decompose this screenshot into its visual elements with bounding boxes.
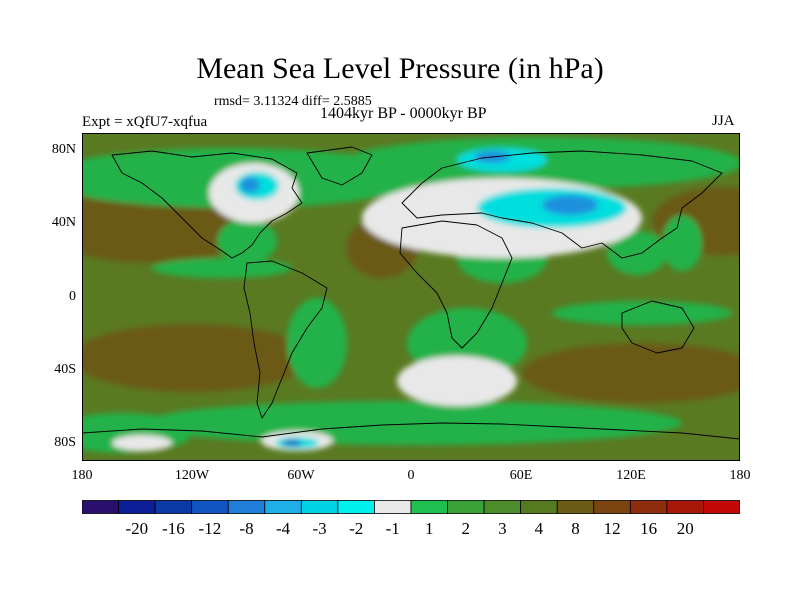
colorbar-label: 8 xyxy=(571,519,580,538)
colorbar-label: -12 xyxy=(198,519,222,538)
lon-tick-180w: 180 xyxy=(71,468,93,483)
colorbar-label: 2 xyxy=(461,519,471,538)
greenland-coast xyxy=(306,146,373,186)
white-patch-amundsen xyxy=(112,435,172,451)
colorbar-label: 12 xyxy=(603,519,621,538)
colorbar-label: -16 xyxy=(162,519,185,538)
antarctica-coast xyxy=(82,422,740,440)
green-band-southern xyxy=(142,401,682,445)
green-patch-epacific xyxy=(152,258,292,278)
colorbar-label: -20 xyxy=(125,519,149,538)
colorbar-label: 1 xyxy=(425,519,434,538)
colorbar-swatch xyxy=(337,500,375,514)
colorbar-swatch xyxy=(264,500,302,514)
north-america-coast xyxy=(111,150,303,259)
green-patch-india xyxy=(607,231,667,275)
colorbar-swatch xyxy=(703,500,740,514)
africa-coast xyxy=(399,220,513,349)
colorbar-swatch xyxy=(118,500,156,514)
green-patch-samerica xyxy=(287,298,347,388)
colorbar-label: -3 xyxy=(312,519,327,538)
map-title: Mean Sea Level Pressure (in hPa) xyxy=(196,52,604,85)
eurasia-coast xyxy=(401,150,723,259)
blue-patch-siberia xyxy=(542,195,598,215)
south-america-coast xyxy=(243,260,328,419)
pressure-anomaly-map xyxy=(82,133,740,461)
lat-tick-0: 0 xyxy=(69,289,76,304)
lat-tick-40n: 40N xyxy=(51,215,76,230)
lat-tick-40s: 40S xyxy=(54,362,76,377)
colorbar-swatch xyxy=(629,500,668,514)
coastlines xyxy=(82,146,740,440)
colorbar-swatch xyxy=(483,500,522,514)
lat-tick-80s: 80S xyxy=(54,435,76,450)
colorbar-label: -1 xyxy=(385,519,400,538)
colorbar-swatch xyxy=(447,500,485,514)
lon-tick-180e: 180 xyxy=(729,468,751,483)
green-patch-indian xyxy=(552,301,732,325)
lon-tick-120w: 120W xyxy=(174,468,210,483)
colorbar-swatch xyxy=(227,500,266,514)
australia-coast xyxy=(621,300,695,354)
colorbar-label: -2 xyxy=(349,519,364,538)
colorbar-swatch xyxy=(374,500,412,514)
colorbar-swatch xyxy=(666,500,704,514)
colorbar-swatch xyxy=(593,500,631,514)
colorbar-label: -4 xyxy=(276,519,291,538)
season-label: JJA xyxy=(712,113,735,129)
colorbar xyxy=(82,500,740,514)
brown-patch-sindian xyxy=(522,343,740,403)
colorbar-label: 3 xyxy=(498,519,507,538)
green-patch-japan xyxy=(662,215,702,271)
colorbar-swatch xyxy=(556,500,595,514)
colorbar-label: -8 xyxy=(239,519,254,538)
lat-tick-80n: 80N xyxy=(51,142,76,157)
period-label: 1404kyr BP - 0000kyr BP xyxy=(320,105,487,122)
green-patch-mexico xyxy=(217,219,277,263)
colorbar-label: 4 xyxy=(534,519,544,538)
experiment-label: Expt = xQfU7-xqfua xyxy=(82,114,208,130)
colorbar-label: 20 xyxy=(676,519,694,538)
lon-tick-60w: 60W xyxy=(287,468,315,483)
brown-patch-spacific xyxy=(82,324,312,392)
colorbar-swatch xyxy=(154,500,193,514)
colorbar-swatch xyxy=(410,500,448,514)
blue-patch-hudson xyxy=(240,177,260,193)
map-frame xyxy=(82,133,740,461)
colorbar-swatch xyxy=(300,500,339,514)
deep-blue-patch-weddell xyxy=(282,440,302,446)
stats-label: rmsd= 3.11324 diff= 2.5885 xyxy=(214,94,372,109)
colorbar-swatch xyxy=(82,500,119,514)
lon-tick-120e: 120E xyxy=(616,468,646,483)
colorbar-swatch xyxy=(520,500,558,514)
white-patch-southatlantic xyxy=(397,356,517,406)
colorbar-label: 16 xyxy=(640,519,658,538)
colorbar-swatch xyxy=(191,500,229,514)
lon-tick-60e: 60E xyxy=(509,468,533,483)
lon-tick-0: 0 xyxy=(407,468,415,483)
